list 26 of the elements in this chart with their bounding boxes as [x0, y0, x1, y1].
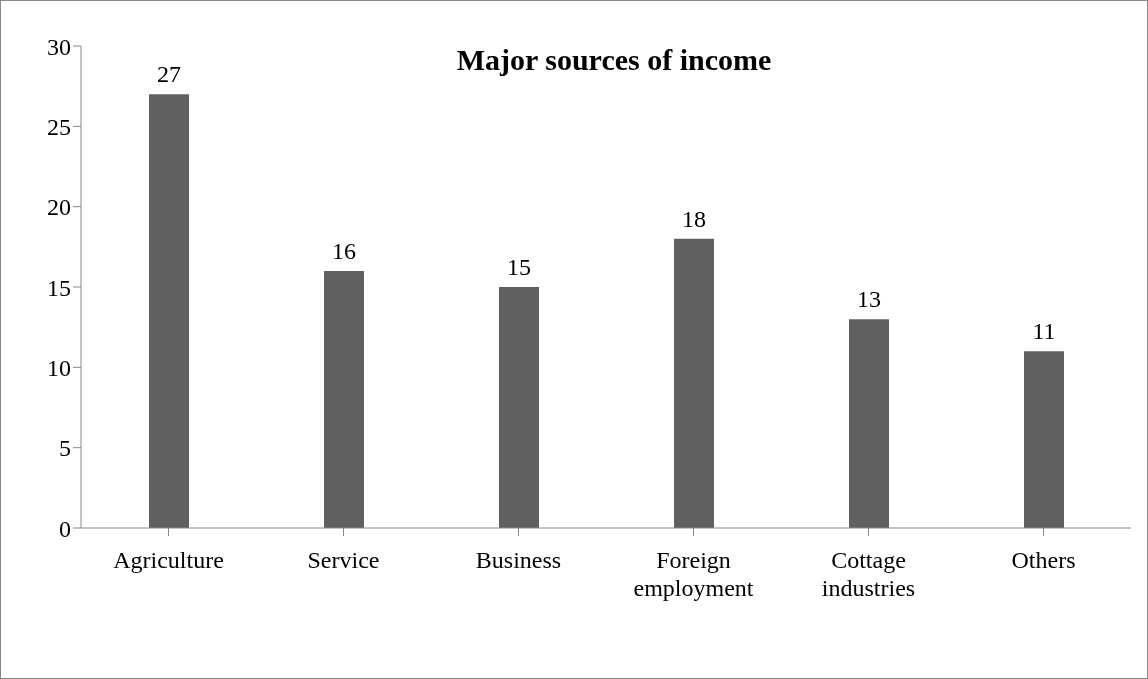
bar — [149, 94, 189, 528]
bar — [674, 238, 714, 528]
bar — [849, 319, 889, 528]
x-tick-label: Service — [307, 547, 380, 573]
data-label: 18 — [682, 205, 706, 232]
y-tick-label: 20 — [47, 194, 71, 221]
bar — [324, 270, 364, 528]
data-label: 13 — [857, 286, 881, 313]
x-tick-label: Others — [1011, 547, 1076, 573]
data-label: 15 — [507, 254, 531, 280]
x-tick-label: Agriculture — [113, 547, 224, 573]
x-tick-label: Foreign employment — [633, 547, 754, 601]
x-tick-label: Cottage industries — [821, 547, 916, 601]
chart-title: Major sources of income — [456, 43, 772, 76]
bar — [499, 287, 539, 528]
bar — [1024, 351, 1064, 528]
y-tick-label: 25 — [47, 113, 71, 140]
data-label: 11 — [1032, 318, 1056, 345]
y-tick-label: 15 — [47, 274, 71, 301]
y-tick-label: 5 — [59, 435, 71, 462]
x-tick-label: Business — [475, 547, 562, 573]
data-label: 16 — [332, 237, 356, 264]
y-tick-label: 10 — [47, 354, 71, 381]
data-label: 27 — [157, 61, 181, 88]
y-tick-label: 30 — [47, 33, 71, 60]
y-tick-label: 0 — [59, 515, 71, 542]
